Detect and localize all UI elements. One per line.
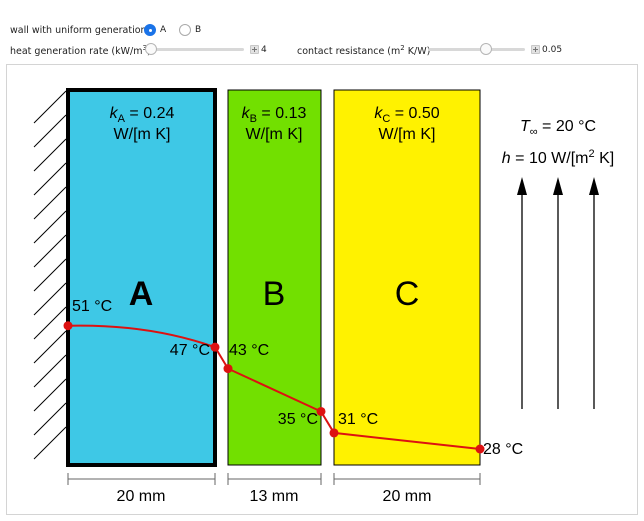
heat-generation-slider-thumb[interactable]: [145, 43, 157, 55]
temperature-point: [475, 444, 485, 454]
wall-b: [227, 89, 322, 466]
radio-wall-a-label: A: [160, 25, 167, 35]
profile-segment-wall-a: [67, 324, 216, 349]
temperature-point: [210, 342, 220, 352]
hatch-line: [33, 282, 67, 316]
wall-label: wall with uniform generation: [10, 25, 147, 36]
wall-a: [66, 88, 217, 467]
wall-c-thickness: 20 mm: [383, 488, 432, 505]
hatch-line: [33, 354, 67, 388]
arrow-up-icon: [553, 177, 563, 195]
wall-b-conductivity: kB = 0.13: [242, 105, 307, 125]
hatch-line: [33, 426, 67, 460]
hatch-line: [33, 258, 67, 292]
wall-c-conductivity-units: W/[m K]: [379, 126, 436, 143]
wall-a-conductivity: kA = 0.24: [110, 105, 175, 125]
hatch-line: [33, 378, 67, 412]
hatch-line: [33, 90, 67, 124]
heat-generation-expand-button[interactable]: [250, 45, 259, 54]
contact-resistance-slider-track[interactable]: [428, 48, 525, 51]
hatch-line: [33, 306, 67, 340]
wall-diagram: kA = 0.24 W/[m K] kB = 0.13 W/[m K] kC =…: [33, 88, 614, 505]
radio-wall-b-label: B: [195, 25, 202, 35]
heat-generation-label: heat generation rate (kW/m3): [10, 44, 151, 58]
ambient-temperature: T∞ = 20 °C: [520, 118, 596, 138]
wall-a-name: A: [129, 275, 154, 313]
arrow-up-icon: [517, 177, 527, 195]
temperature-point: [329, 428, 339, 438]
wall-a-thickness: 20 mm: [117, 488, 166, 505]
temperature-point: [223, 364, 233, 374]
hatch-line: [33, 186, 67, 220]
diagram-panel: kA = 0.24 W/[m K] kB = 0.13 W/[m K] kC =…: [6, 64, 638, 515]
contact-resistance-slider-thumb[interactable]: [480, 43, 493, 55]
hatch-line: [33, 330, 67, 364]
heat-generation-slider-track[interactable]: [151, 48, 244, 51]
arrow-up-icon: [589, 177, 599, 195]
dimension-lines: [67, 473, 481, 485]
wall-b-conductivity-units: W/[m K]: [246, 126, 303, 143]
convection-arrows: [517, 177, 599, 409]
temperature-point: [316, 406, 326, 416]
contact-resistance-expand-button[interactable]: [531, 45, 540, 54]
contact-resistance-value: 0.05: [542, 45, 563, 55]
hatch-line: [33, 114, 67, 148]
heat-generation-value: 4: [261, 45, 267, 55]
hatch-line: [33, 138, 67, 172]
radio-wall-b[interactable]: [179, 24, 191, 36]
controls-bar: wall with uniform generation A B heat ge…: [0, 0, 644, 64]
hatch-line: [33, 162, 67, 196]
hatch-line: [33, 234, 67, 268]
wall-c: [333, 89, 481, 466]
temperature-label-wall-b-right: 35 °C: [278, 411, 318, 428]
hatch-line: [33, 402, 67, 436]
temperature-point: [63, 321, 73, 331]
temperature-label-wall-c-right: 28 °C: [483, 441, 523, 458]
wall-a-conductivity-units: W/[m K]: [114, 126, 171, 143]
temperature-label-wall-c-left: 31 °C: [338, 411, 378, 428]
wall-c-conductivity: kC = 0.50: [374, 105, 439, 125]
contact-resistance-label: contact resistance (m2 K/W): [297, 44, 431, 58]
fixed-wall-hatching: [33, 90, 67, 460]
temperature-label-wall-a-left: 51 °C: [72, 298, 112, 315]
temperature-profile: [63, 321, 485, 454]
profile-segment-wall-b: [227, 367, 322, 413]
wall-b-name: B: [263, 275, 286, 313]
heat-transfer-coefficient: h = 10 W/[m2 K]: [502, 148, 614, 167]
wall-c-name: C: [395, 275, 420, 313]
temperature-label-wall-b-left: 43 °C: [229, 342, 269, 359]
temperature-label-wall-a-right: 47 °C: [170, 342, 210, 359]
radio-wall-a[interactable]: [144, 24, 156, 36]
wall-b-thickness: 13 mm: [250, 488, 299, 505]
profile-segment-wall-c: [333, 431, 481, 450]
hatch-line: [33, 210, 67, 244]
